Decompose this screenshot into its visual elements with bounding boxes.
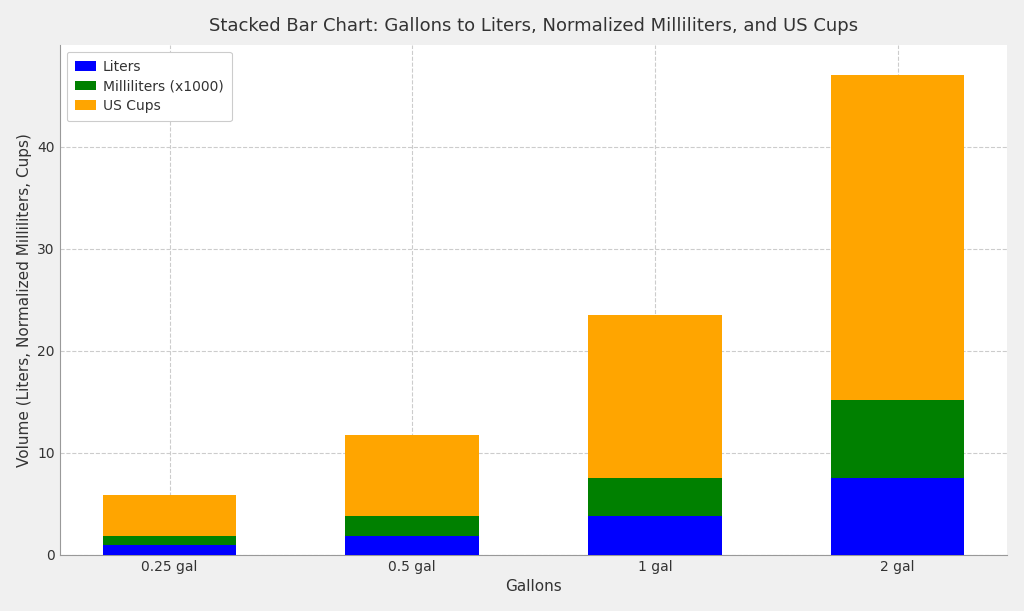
X-axis label: Gallons: Gallons: [505, 579, 562, 595]
Bar: [830, 75, 965, 400]
Title: Stacked Bar Chart: Gallons to Liters, Normalized Milliliters, and US Cups: Stacked Bar Chart: Gallons to Liters, No…: [209, 16, 858, 35]
Bar: [102, 536, 237, 545]
Y-axis label: Volume (Liters, Normalized Milliliters, Cups): Volume (Liters, Normalized Milliliters, …: [16, 133, 32, 467]
Bar: [102, 495, 237, 536]
Bar: [588, 516, 722, 555]
Bar: [830, 400, 965, 478]
Bar: [588, 478, 722, 516]
Bar: [588, 315, 722, 478]
Bar: [102, 545, 237, 555]
Bar: [345, 536, 479, 555]
Bar: [345, 436, 479, 516]
Bar: [345, 516, 479, 536]
Legend: Liters, Milliliters (x1000), US Cups: Liters, Milliliters (x1000), US Cups: [67, 51, 231, 121]
Bar: [830, 478, 965, 555]
